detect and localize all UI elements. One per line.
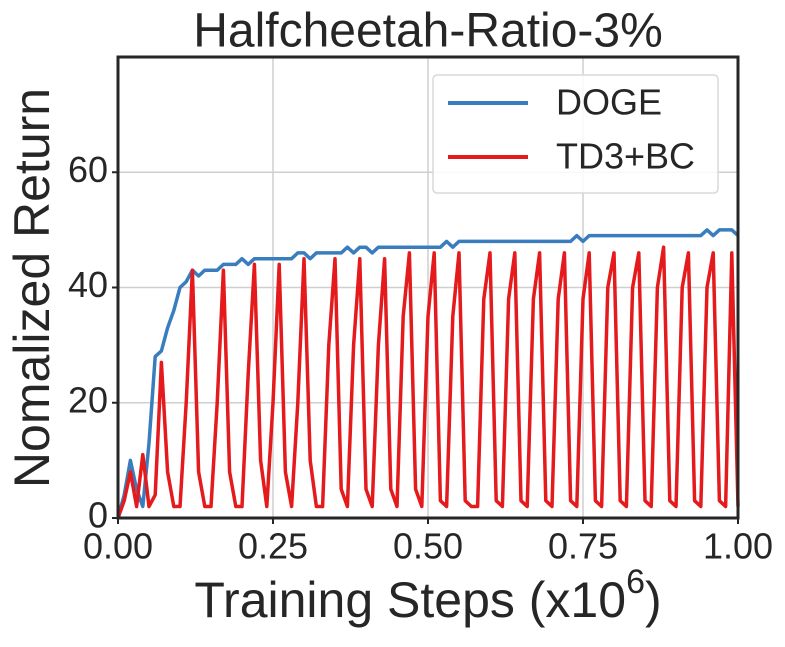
data-line [116, 228, 740, 519]
x-tick-label: 0.25 [238, 526, 308, 567]
legend-label: DOGE [556, 82, 662, 123]
x-tick-label: 0.75 [548, 526, 618, 567]
plot-frame [116, 55, 740, 520]
y-tick-label: 40 [68, 264, 108, 305]
x-tick-label: 1.00 [703, 526, 773, 567]
data-line [116, 245, 740, 519]
legend: DOGE TD3+BC [432, 74, 719, 194]
x-tick-label: 0.00 [83, 526, 153, 567]
x-axis-label-text: Training Steps (x10 [194, 572, 626, 628]
legend-label: TD3+BC [556, 136, 695, 177]
x-axis-label-end: ) [645, 572, 662, 628]
y-tick-label: 0 [88, 495, 108, 536]
x-axis-label: Training Steps (x106) [194, 563, 661, 628]
y-axis-label: Nomalized Return [4, 88, 60, 488]
y-tick-label: 60 [68, 149, 108, 190]
x-tick-label: 0.50 [393, 526, 463, 567]
chart-title: Halfcheetah-Ratio-3% [193, 5, 663, 58]
y-tick-label: 20 [68, 379, 108, 420]
x-axis-label-sup: 6 [626, 563, 645, 601]
